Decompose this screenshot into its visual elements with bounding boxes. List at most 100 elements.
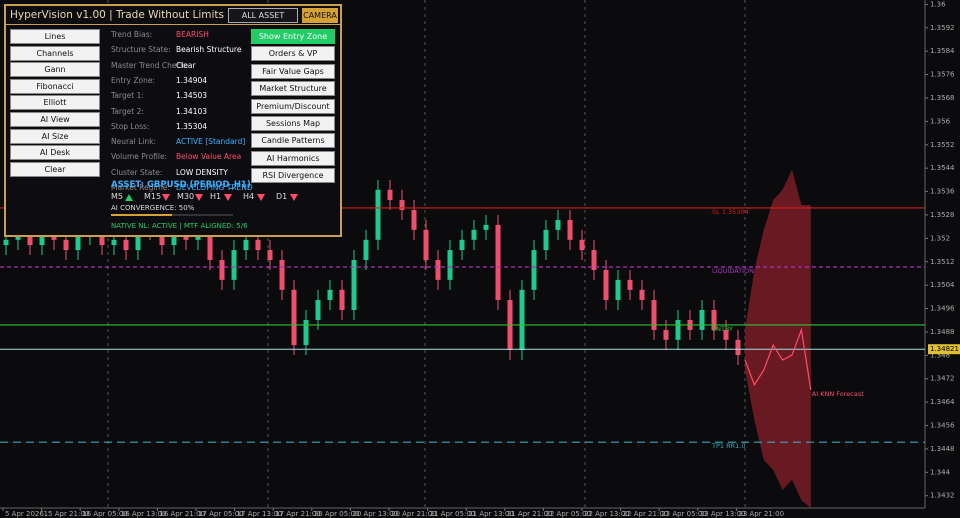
x-tick-label: 17 Apr 05:00 bbox=[198, 510, 244, 518]
y-tick-label: 1.3544 bbox=[930, 164, 955, 172]
info-value: DEVELOPING TREND bbox=[176, 183, 253, 192]
candle-body bbox=[159, 229, 165, 246]
candle-body bbox=[27, 234, 33, 246]
candle-body bbox=[99, 229, 105, 246]
x-tick-label: 23 Apr 05:00 bbox=[661, 510, 707, 518]
header-rule bbox=[6, 24, 340, 25]
timeframe-name: M15 bbox=[144, 192, 162, 201]
tool-button[interactable]: AI Desk bbox=[10, 145, 100, 161]
y-tick-label: 1.348 bbox=[930, 351, 950, 359]
tool-button[interactable]: Gann bbox=[10, 62, 100, 78]
candle-body bbox=[519, 289, 525, 351]
x-tick-label: 16 Apr 13:00 bbox=[121, 510, 167, 518]
candle-body bbox=[207, 234, 213, 260]
level-label: LIQUIDATION bbox=[712, 267, 754, 275]
x-tick-label: 20 Apr 21:00 bbox=[391, 510, 437, 518]
candle-body bbox=[483, 224, 489, 230]
info-label: Trend Bias: bbox=[111, 30, 153, 39]
y-tick-label: 1.356 bbox=[930, 117, 951, 125]
info-label: Volume Profile: bbox=[111, 152, 168, 162]
x-tick-label: 23 Apr 13:00 bbox=[700, 510, 746, 518]
candle-body bbox=[303, 319, 309, 346]
candle-body bbox=[3, 239, 9, 246]
candle-body bbox=[15, 234, 21, 240]
timeframe-signal bbox=[257, 194, 265, 201]
tool-button[interactable]: Lines bbox=[10, 29, 100, 44]
candle-body bbox=[639, 289, 645, 301]
candle-body bbox=[315, 300, 321, 320]
candle-body bbox=[351, 259, 357, 311]
candle-body bbox=[63, 239, 69, 251]
candle-body bbox=[471, 229, 477, 240]
candle-body bbox=[435, 259, 441, 280]
feature-button[interactable]: Fair Value Gaps bbox=[251, 63, 335, 79]
y-tick-label: 1.3472 bbox=[930, 375, 955, 383]
tool-button[interactable]: AI Size bbox=[10, 128, 100, 144]
candle-body bbox=[111, 239, 117, 246]
info-label: Stop Loss: bbox=[111, 121, 150, 131]
info-label: Target 2: bbox=[111, 106, 144, 116]
x-tick-label: 21 Apr 13:00 bbox=[468, 510, 514, 518]
candle-body bbox=[363, 239, 369, 260]
timeframe-name: H4 bbox=[243, 192, 255, 201]
candle-body bbox=[591, 250, 597, 270]
tool-button[interactable]: AI View bbox=[10, 112, 100, 127]
y-tick-label: 1.352 bbox=[930, 234, 950, 242]
feature-button[interactable]: Orders & VP bbox=[251, 46, 335, 62]
status-label: NATIVE NL: ACTIVE | MTF ALIGNED: 5/6 bbox=[111, 222, 248, 230]
tool-button[interactable]: Clear bbox=[10, 161, 100, 177]
info-value: Below Value Area bbox=[176, 152, 242, 162]
y-tick-label: 1.3456 bbox=[930, 422, 955, 430]
header-button[interactable]: ALL ASSET bbox=[228, 8, 298, 23]
candle-body bbox=[495, 224, 501, 301]
x-tick-label: 22 Apr 05:00 bbox=[545, 510, 591, 518]
tool-button[interactable]: Fibonacci bbox=[10, 78, 100, 94]
convergence-label: AI CONVERGENCE: 50% bbox=[111, 204, 195, 212]
current-price-label: 1.34821 bbox=[930, 345, 959, 353]
candle-body bbox=[411, 209, 417, 230]
timeframe-signal bbox=[125, 194, 133, 201]
info-value: 1.34503 bbox=[176, 91, 208, 101]
candle-body bbox=[39, 229, 45, 246]
forecast-band bbox=[745, 169, 811, 508]
y-tick-label: 1.344 bbox=[930, 468, 951, 476]
info-value: 1.34103 bbox=[176, 106, 208, 116]
y-tick-label: 1.3432 bbox=[930, 492, 955, 500]
feature-button[interactable]: RSI Divergence bbox=[251, 168, 335, 184]
feature-button[interactable]: Show Entry Zone bbox=[251, 29, 335, 44]
feature-button[interactable]: Candle Patterns bbox=[251, 133, 335, 149]
y-tick-label: 1.36 bbox=[930, 0, 946, 8]
y-tick-label: 1.3464 bbox=[930, 398, 955, 406]
feature-button[interactable]: AI Harmonics bbox=[251, 150, 335, 166]
feature-button[interactable]: Market Structure bbox=[251, 81, 335, 97]
x-tick-label: 16 Apr 05:00 bbox=[82, 510, 128, 518]
tool-button[interactable]: Elliott bbox=[10, 95, 100, 111]
info-value: Clear bbox=[176, 60, 196, 70]
header-button[interactable]: CAMERA bbox=[302, 8, 338, 23]
candle-body bbox=[567, 219, 573, 240]
timeframe-name: H1 bbox=[210, 192, 222, 201]
info-value: BEARISH bbox=[176, 30, 209, 39]
y-tick-label: 1.3536 bbox=[930, 188, 955, 196]
info-label: Entry Zone: bbox=[111, 75, 155, 85]
candle-body bbox=[75, 234, 81, 251]
forecast-label: AI KNN Forecast bbox=[812, 390, 864, 398]
info-value: 1.34904 bbox=[176, 75, 208, 85]
candle-body bbox=[723, 329, 729, 340]
x-tick-label: 21 Apr 21:00 bbox=[507, 510, 553, 518]
candle-body bbox=[627, 279, 633, 290]
candle-body bbox=[231, 250, 237, 280]
candle-body bbox=[543, 229, 549, 251]
info-value: LOW DENSITY bbox=[176, 167, 228, 177]
y-tick-label: 1.3496 bbox=[930, 305, 955, 313]
tool-button[interactable]: Channels bbox=[10, 45, 100, 61]
candle-body bbox=[255, 239, 261, 251]
x-tick-label: 22 Apr 13:00 bbox=[584, 510, 630, 518]
x-tick-label: 20 Apr 05:00 bbox=[314, 510, 360, 518]
current-price-tag bbox=[928, 344, 960, 355]
feature-button[interactable]: Premium/Discount bbox=[251, 98, 335, 114]
feature-button[interactable]: Sessions Map bbox=[251, 116, 335, 131]
x-tick-label: 16 Apr 21:00 bbox=[159, 510, 205, 518]
level-label: TP1 RR1.0 bbox=[711, 442, 745, 450]
